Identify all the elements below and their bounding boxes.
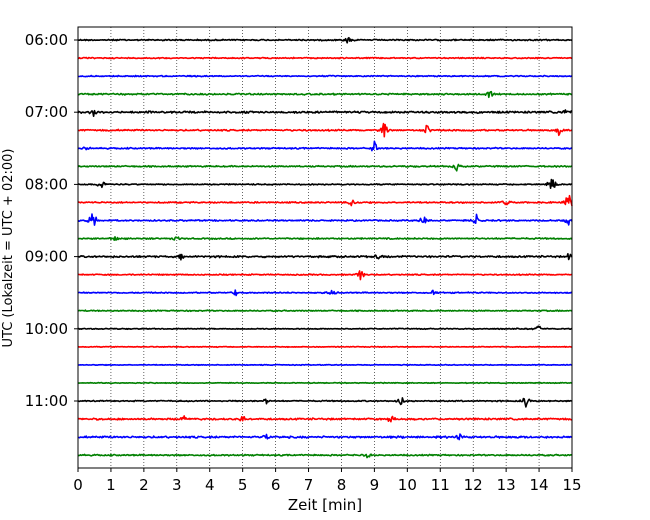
y-tick-label: 07:00 [25, 103, 68, 121]
x-tick-label: 2 [139, 476, 149, 494]
plot-frame [77, 26, 573, 469]
trace-1130 [77, 433, 573, 441]
x-tick-label: 7 [304, 476, 314, 494]
trace-0930 [77, 289, 573, 297]
x-tick-label: 10 [398, 476, 417, 494]
trace-0600 [77, 36, 573, 44]
trace-1115 [77, 415, 573, 423]
trace-0845 [77, 236, 573, 241]
x-tick-label: 9 [370, 476, 380, 494]
y-tick-label: 06:00 [25, 31, 68, 49]
x-tick-label: 0 [73, 476, 83, 494]
x-tick-label: 12 [464, 476, 483, 494]
trace-1000 [77, 325, 573, 331]
trace-1045 [78, 381, 573, 385]
trace-0945 [77, 309, 573, 313]
x-tick-label: 15 [562, 476, 581, 494]
x-tick-label: 3 [172, 476, 182, 494]
trace-0900 [77, 253, 573, 261]
trace-0630 [77, 74, 573, 78]
x-tick-label: 11 [431, 476, 450, 494]
trace-0730 [77, 140, 573, 152]
trace-0915 [78, 270, 573, 281]
x-tick-label: 14 [530, 476, 549, 494]
trace-0700 [77, 109, 573, 117]
y-tick-label: 10:00 [25, 320, 68, 338]
x-tick-label: 1 [106, 476, 116, 494]
trace-0745 [77, 163, 573, 172]
y-tick-label: 08:00 [25, 175, 68, 193]
x-axis-label: Zeit [min] [288, 496, 362, 514]
x-tick-label: 4 [205, 476, 215, 494]
x-tick-label: 13 [497, 476, 516, 494]
trace-0645 [77, 90, 573, 99]
trace-0815 [77, 194, 573, 207]
y-axis-label: UTC (Lokalzeit = UTC + 02:00) [1, 149, 16, 348]
x-tick-label: 5 [238, 476, 248, 494]
trace-1100 [77, 397, 573, 408]
trace-0715 [77, 122, 573, 138]
trace-1015 [77, 345, 573, 349]
trace-0615 [77, 56, 573, 60]
traces [77, 36, 573, 459]
y-axis-ticks: 06:00 07:00 08:00 09:00 10:00 11:00 [25, 31, 78, 410]
x-tick-label: 8 [337, 476, 347, 494]
y-tick-label: 09:00 [25, 248, 68, 266]
trace-0830 [77, 213, 573, 226]
trace-1030 [77, 363, 573, 367]
trace-0800 [77, 178, 573, 189]
trace-1145 [77, 453, 573, 459]
x-tick-label: 6 [271, 476, 281, 494]
y-tick-label: 11:00 [25, 392, 68, 410]
x-axis-ticks: 0 1 2 3 4 5 6 7 8 9 10 11 12 13 14 15 [73, 468, 582, 494]
